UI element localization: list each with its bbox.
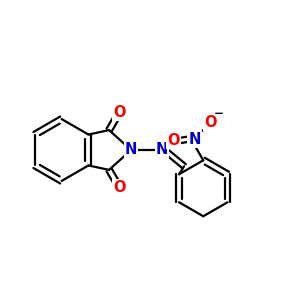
Text: O: O <box>204 115 217 130</box>
Text: O: O <box>113 105 126 120</box>
Text: N: N <box>188 132 201 147</box>
Text: O: O <box>168 133 180 148</box>
Text: O: O <box>113 180 126 195</box>
Text: N: N <box>125 142 137 158</box>
Text: N: N <box>156 142 168 158</box>
Text: −: − <box>214 107 224 120</box>
